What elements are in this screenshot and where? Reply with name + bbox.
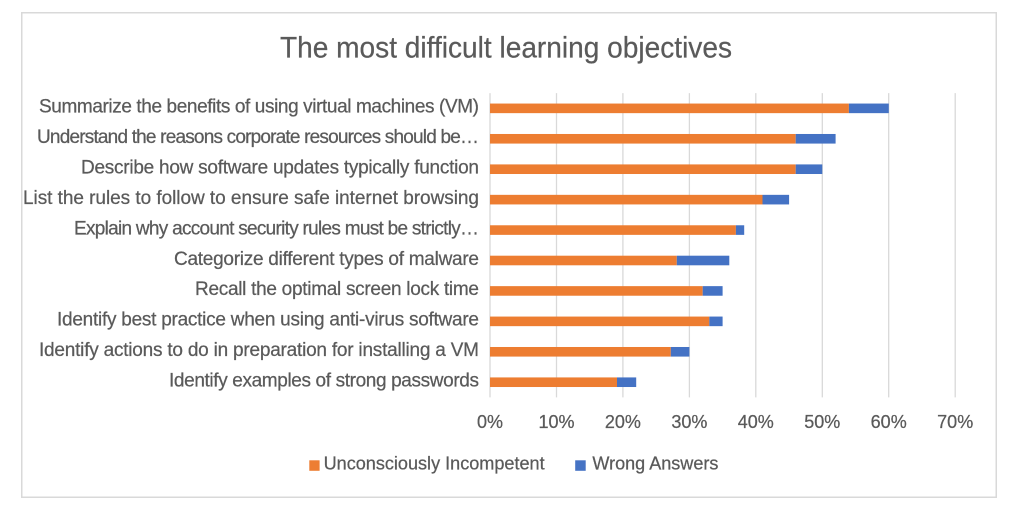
svg-text:The most difficult learning ob: The most difficult learning objectives (280, 32, 732, 65)
svg-text:Identify examples of strong pa: Identify examples of strong passwords (169, 371, 479, 392)
svg-text:Explain why account security r: Explain why account security rules must … (74, 218, 479, 239)
svg-text:Describe how software updates: Describe how software updates typically … (81, 158, 479, 179)
svg-text:70%: 70% (937, 412, 973, 432)
svg-text:Wrong Answers: Wrong Answers (592, 453, 718, 474)
svg-text:Categorize different types of: Categorize different types of malware (174, 249, 479, 270)
svg-text:30%: 30% (671, 412, 707, 432)
svg-text:Identify actions to do in prep: Identify actions to do in preparation fo… (39, 340, 479, 361)
svg-text:40%: 40% (738, 412, 774, 432)
svg-text:List the rules to follow to en: List the rules to follow to ensure safe … (23, 188, 479, 209)
svg-text:0%: 0% (477, 412, 503, 432)
svg-text:Recall the optimal screen lock: Recall the optimal screen lock time (195, 279, 479, 300)
svg-text:50%: 50% (804, 412, 840, 432)
svg-text:Identify best practice when us: Identify best practice when using anti-v… (57, 310, 479, 331)
svg-text:20%: 20% (605, 412, 641, 432)
svg-text:60%: 60% (871, 412, 907, 432)
svg-text:Summarize the benefits of usin: Summarize the benefits of using virtual … (39, 97, 479, 118)
svg-text:Understand the reasons corpora: Understand the reasons corporate resourc… (37, 127, 479, 148)
svg-text:Unconsciously Incompetent: Unconsciously Incompetent (324, 453, 545, 474)
svg-text:10%: 10% (538, 412, 574, 432)
